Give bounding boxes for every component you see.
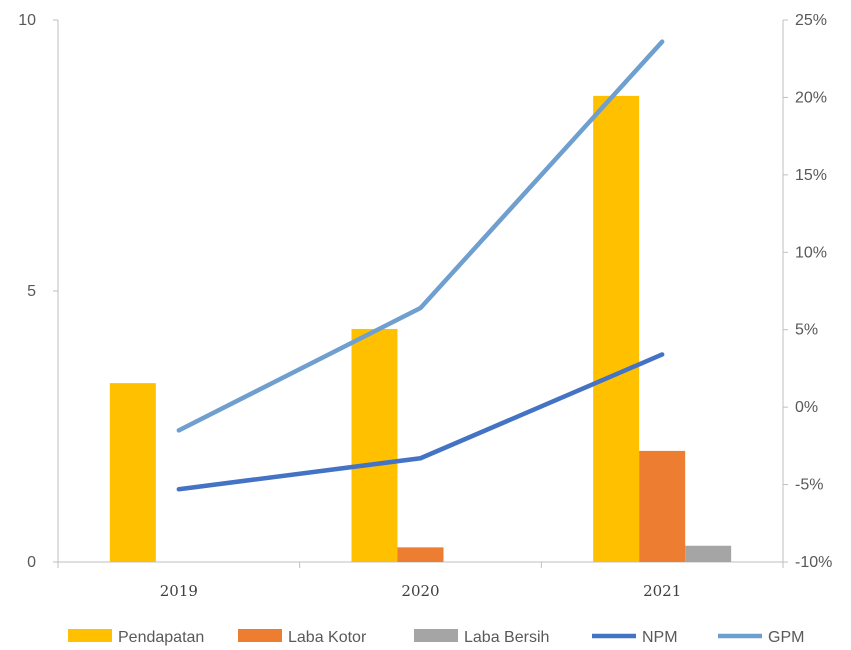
right-tick-label: -5% <box>795 477 823 494</box>
category-label: 2020 <box>401 582 439 600</box>
right-tick-label: 15% <box>795 167 827 184</box>
legend-item-laba-kotor: Laba Kotor <box>238 629 367 646</box>
lines <box>176 39 665 492</box>
left-tick-label: 10 <box>18 12 36 29</box>
legend-item-npm: NPM <box>592 629 678 646</box>
legend-item-gpm: GPM <box>718 629 804 646</box>
line-gpm <box>176 39 665 433</box>
legend-item-pendapatan: Pendapatan <box>68 629 204 646</box>
left-tick-label: 0 <box>27 554 36 571</box>
legend-label: GPM <box>768 629 804 646</box>
category-label: 2021 <box>643 582 681 600</box>
legend-swatch <box>414 629 458 642</box>
legend-item-laba-bersih: Laba Bersih <box>414 629 549 646</box>
bars <box>109 95 732 562</box>
legend-label: Pendapatan <box>118 629 204 646</box>
right-tick-label: 0% <box>795 399 818 416</box>
right-tick-label: 25% <box>795 12 827 29</box>
right-tick-label: 5% <box>795 322 818 339</box>
line-npm <box>176 352 665 492</box>
right-tick-label: -10% <box>795 554 832 571</box>
legend-swatch <box>238 629 282 642</box>
right-tick-label: 10% <box>795 244 827 261</box>
legend-label: Laba Bersih <box>464 629 549 646</box>
legend-label: Laba Kotor <box>288 629 367 646</box>
bar-pendapatan-2019 <box>109 383 156 562</box>
tick-labels: 0 5 10 -10% -5% 0% 5% 10% 15% 20% 25% 2019 2020 2021 <box>18 12 832 600</box>
left-tick-label: 5 <box>27 283 36 300</box>
legend-label: NPM <box>642 629 678 646</box>
bar-pendapatan-2020 <box>351 328 398 562</box>
category-label: 2019 <box>160 582 198 600</box>
right-tick-label: 20% <box>795 89 827 106</box>
legend: Pendapatan Laba Kotor Laba Bersih NPM GPM <box>68 629 804 646</box>
bar-laba-bersih-2021 <box>685 545 732 562</box>
bar-pendapatan-2021 <box>593 95 640 562</box>
bar-laba-kotor-2021 <box>639 450 686 562</box>
bar-laba-kotor-2020 <box>397 547 444 562</box>
legend-swatch <box>68 629 112 642</box>
